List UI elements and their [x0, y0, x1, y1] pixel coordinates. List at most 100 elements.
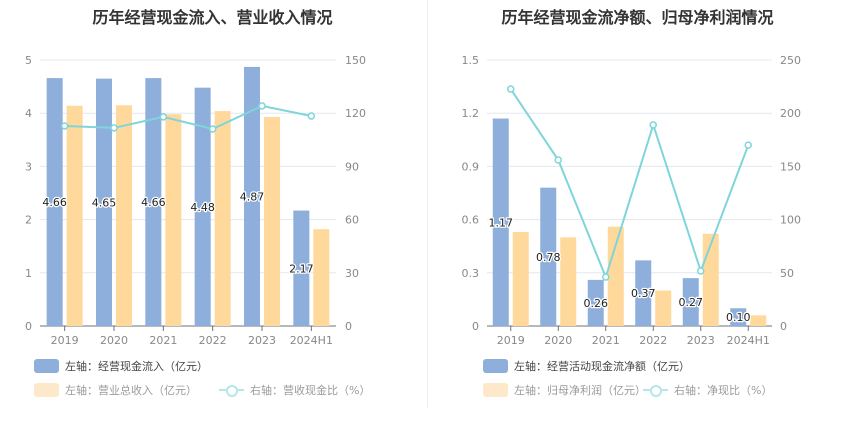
left-axis-tick-label: 5 — [25, 54, 32, 67]
legend-line-circle-icon — [219, 383, 244, 397]
x-axis-tick-label: 2024H1 — [290, 334, 333, 345]
line-point[interactable] — [110, 124, 118, 132]
bar-orange[interactable] — [655, 290, 672, 326]
line-point[interactable] — [554, 156, 562, 164]
line-point[interactable] — [507, 85, 515, 93]
right-axis-tick-label: 60 — [345, 214, 359, 227]
line-point[interactable] — [602, 273, 610, 281]
left-axis-tick-label: 0.3 — [462, 267, 480, 280]
legend-label: 右轴：净现比（%） — [674, 384, 773, 397]
data-label: 1.17 — [489, 216, 514, 229]
legend-swatch-blue — [483, 359, 508, 373]
right-axis-tick-label: 90 — [345, 160, 359, 173]
bar-orange[interactable] — [214, 111, 231, 327]
right-axis-tick-label: 120 — [345, 107, 366, 120]
bar-blue[interactable] — [682, 278, 699, 326]
bar-blue[interactable] — [635, 260, 652, 326]
right-axis-tick-label: 100 — [780, 214, 801, 227]
data-label: 4.48 — [190, 201, 215, 214]
left-axis-tick-label: 1.2 — [462, 107, 480, 120]
bar-blue[interactable] — [96, 78, 112, 327]
bar-orange[interactable] — [560, 237, 577, 326]
right-axis-tick-label: 250 — [780, 54, 801, 67]
line-point[interactable] — [744, 141, 752, 149]
right-axis-tick-label: 0 — [780, 320, 787, 333]
bar-orange[interactable] — [313, 229, 330, 326]
right-axis-tick-label: 150 — [780, 160, 801, 173]
line-point[interactable] — [60, 122, 69, 130]
legend-item-net-cash[interactable]: 左轴：经营活动现金流净额（亿元） — [483, 358, 690, 374]
bar-blue[interactable] — [145, 78, 162, 326]
legend-item-cash-inflow[interactable]: 左轴：经营现金流入（亿元） — [34, 358, 208, 374]
data-label: 0.10 — [726, 311, 751, 324]
line-point[interactable] — [697, 267, 705, 275]
legend-item-ratio[interactable]: 右轴：营收现金比（%） — [219, 382, 370, 398]
chart-net-cash-profit: 0 0.3 0.6 0.9 1.2 1.5 0 50 100 150 200 250 2019 2020 2… — [462, 54, 802, 345]
legend-item-revenue[interactable]: 左轴：营业总收入（亿元） — [34, 382, 197, 398]
legend-label: 左轴：经营活动现金流净额（亿元） — [514, 360, 690, 373]
bar-blue[interactable] — [194, 87, 211, 326]
bar-blue[interactable] — [730, 308, 747, 326]
legend-label: 左轴：营业总收入（亿元） — [65, 384, 197, 397]
line-point[interactable] — [258, 102, 266, 110]
bar-blue[interactable] — [293, 210, 310, 326]
bar-orange[interactable] — [66, 105, 83, 326]
right-axis-tick-label: 50 — [780, 267, 794, 280]
bar-orange[interactable] — [165, 114, 182, 326]
bar-blue[interactable] — [540, 187, 557, 326]
panel-divider — [427, 0, 428, 408]
legend-swatch-orange — [34, 383, 59, 397]
x-axis-tick-label: 2023 — [248, 334, 276, 345]
left-axis-tick-label: 1 — [25, 267, 32, 280]
left-axis-tick-label: 0 — [25, 320, 32, 333]
x-axis-tick-label: 2024H1 — [727, 334, 770, 345]
data-label: 4.66 — [42, 196, 67, 209]
right-axis-tick-label: 200 — [780, 107, 801, 120]
chart-title: 历年经营现金流入、营业收入情况 — [92, 8, 333, 27]
line-point[interactable] — [208, 125, 217, 133]
bar-blue[interactable] — [492, 118, 509, 327]
data-label: 0.78 — [536, 251, 561, 264]
bar-blue[interactable] — [46, 78, 63, 326]
data-label: 4.87 — [240, 190, 265, 203]
bar-orange[interactable] — [607, 226, 624, 326]
line-point[interactable] — [159, 113, 168, 121]
x-axis-tick-label: 2021 — [149, 334, 177, 345]
legend-label: 右轴：营收现金比（%） — [250, 384, 371, 397]
chart-panel-net-cash: 历年经营现金流净额、归母净利润情况 0 0.3 0.6 0.9 1.2 1.5 0 50 100… — [425, 0, 850, 437]
left-axis-tick-label: 0.6 — [462, 214, 480, 227]
legend-item-net-profit[interactable]: 左轴：归母净利润（亿元） — [483, 382, 646, 398]
left-axis-tick-label: 1.5 — [462, 54, 480, 67]
left-axis-tick-label: 4 — [25, 107, 32, 120]
right-axis-tick-label: 30 — [345, 267, 359, 280]
left-axis-tick-label: 2 — [25, 214, 32, 227]
data-label: 4.66 — [141, 196, 166, 209]
x-axis-tick-label: 2022 — [199, 334, 227, 345]
line-point[interactable] — [649, 121, 657, 129]
bar-orange[interactable] — [512, 232, 529, 326]
bar-blue[interactable] — [587, 279, 604, 326]
line-point[interactable] — [307, 112, 316, 120]
x-axis-tick-label: 2021 — [592, 334, 620, 345]
legend-item-net-ratio[interactable]: 右轴：净现比（%） — [643, 382, 772, 398]
bar-orange[interactable] — [116, 105, 132, 326]
left-axis-tick-label: 0.9 — [462, 160, 480, 173]
bar-orange[interactable] — [264, 116, 280, 326]
x-axis-tick-label: 2023 — [687, 334, 715, 345]
data-label: 0.27 — [679, 296, 704, 309]
right-axis-tick-label: 150 — [345, 54, 366, 67]
x-axis-tick-label: 2022 — [639, 334, 667, 345]
legend-swatch-orange — [483, 383, 508, 397]
data-label: 0.26 — [584, 297, 609, 310]
left-axis-tick-label: 0 — [472, 320, 479, 333]
x-axis-tick-label: 2020 — [100, 334, 128, 345]
bar-orange[interactable] — [750, 315, 767, 326]
chart-cash-inflow-revenue: 0 1 2 3 4 5 0 30 60 90 120 150 2019 2020 2021 2022 2023 2… — [25, 54, 366, 345]
right-axis-tick-label: 0 — [345, 320, 352, 333]
data-label: 4.65 — [92, 196, 117, 209]
legend-swatch-blue — [34, 359, 59, 373]
bar-orange[interactable] — [702, 233, 719, 326]
line-series — [64, 104, 312, 131]
x-axis-tick-label: 2019 — [497, 334, 525, 345]
bar-blue[interactable] — [244, 66, 260, 326]
